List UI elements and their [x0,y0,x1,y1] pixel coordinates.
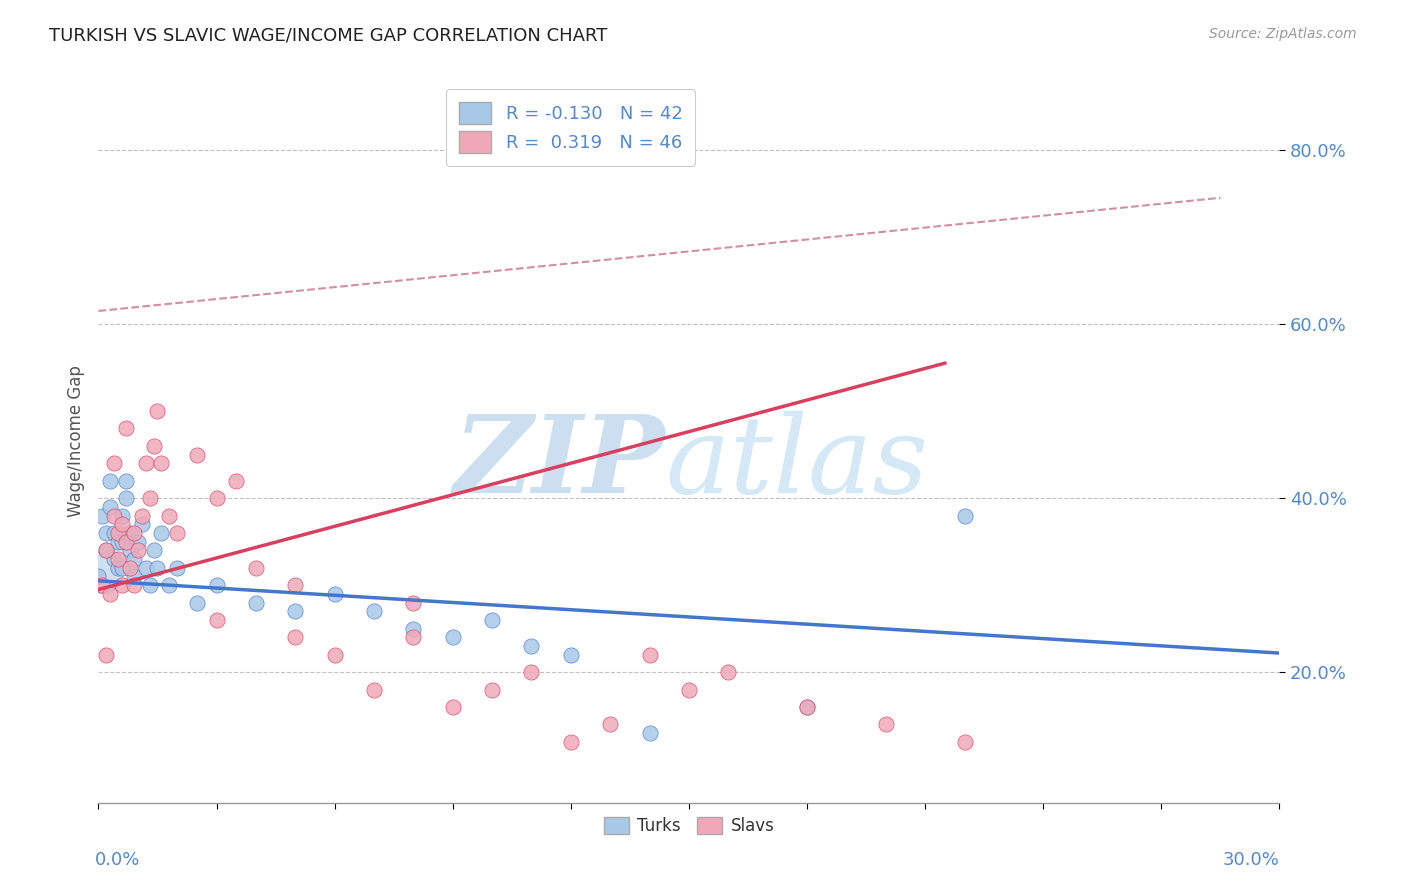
Text: ZIP: ZIP [454,410,665,516]
Point [118,525,141,540]
Point [796,700,818,714]
Point [441,631,464,645]
Point [91,578,114,592]
Point [875,717,897,731]
Point [111,517,134,532]
Point [402,622,425,636]
Point [103,508,125,523]
Point [111,508,134,523]
Point [796,700,818,714]
Point [98,500,121,514]
Text: Source: ZipAtlas.com: Source: ZipAtlas.com [1209,27,1357,41]
Point [363,682,385,697]
Point [441,700,464,714]
Point [402,631,425,645]
Point [103,552,125,566]
Point [131,508,153,523]
Point [87,569,110,583]
Point [481,613,503,627]
Point [953,508,976,523]
Point [560,735,582,749]
Point [118,543,141,558]
Point [150,456,173,470]
Point [107,561,129,575]
Point [363,604,385,618]
Point [146,561,169,575]
Legend: Turks, Slavs: Turks, Slavs [598,810,780,841]
Text: TURKISH VS SLAVIC WAGE/INCOME GAP CORRELATION CHART: TURKISH VS SLAVIC WAGE/INCOME GAP CORREL… [49,27,607,45]
Point [138,491,160,505]
Point [118,561,141,575]
Point [111,534,134,549]
Point [107,534,129,549]
Point [135,456,157,470]
Point [111,561,134,575]
Point [122,578,145,592]
Point [186,448,208,462]
Point [96,543,118,558]
Point [225,474,247,488]
Point [103,456,125,470]
Point [107,552,129,566]
Text: 30.0%: 30.0% [1223,851,1279,869]
Y-axis label: Wage/Income Gap: Wage/Income Gap [66,366,84,517]
Point [323,648,346,662]
Point [107,525,129,540]
Point [142,439,165,453]
Point [127,534,149,549]
Point [122,525,145,540]
Point [205,613,228,627]
Point [122,569,145,583]
Point [245,596,267,610]
Point [115,491,138,505]
Point [135,561,157,575]
Point [122,552,145,566]
Point [205,491,228,505]
Point [96,648,118,662]
Point [599,717,621,731]
Point [638,648,661,662]
Point [245,561,267,575]
Point [96,525,118,540]
Point [678,682,700,697]
Point [91,508,114,523]
Point [284,631,307,645]
Point [284,604,307,618]
Point [111,578,134,592]
Point [520,639,543,653]
Point [481,682,503,697]
Point [284,578,307,592]
Point [115,534,138,549]
Point [166,525,188,540]
Point [560,648,582,662]
Point [186,596,208,610]
Point [205,578,228,592]
Point [150,525,173,540]
Point [98,474,121,488]
Point [638,726,661,740]
Point [157,578,180,592]
Point [138,578,160,592]
Point [115,421,138,435]
Point [402,596,425,610]
Point [96,543,118,558]
Point [323,587,346,601]
Point [127,543,149,558]
Point [520,665,543,680]
Point [953,735,976,749]
Point [717,665,740,680]
Point [142,543,165,558]
Text: atlas: atlas [665,410,928,516]
Point [157,508,180,523]
Point [146,404,169,418]
Point [98,587,121,601]
Point [166,561,188,575]
Point [131,517,153,532]
Point [103,525,125,540]
Text: 0.0%: 0.0% [94,851,139,869]
Point [115,474,138,488]
Point [91,565,114,579]
